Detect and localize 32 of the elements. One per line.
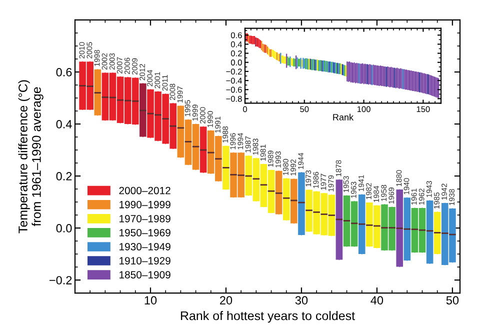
x-tick-label: 150 — [416, 106, 430, 112]
x-tick-label: 40 — [370, 296, 384, 304]
legend-label: 1850–1909 — [120, 271, 170, 278]
y-tick-label: 0.2 — [56, 172, 72, 180]
x-axis-title: Rank of hottest years to coldest — [180, 310, 355, 323]
x-tick-label: 50 — [446, 296, 459, 304]
y-tick-label: −0.2 — [50, 276, 72, 284]
x-axis-title: Rank — [333, 114, 354, 120]
y-tick-label: 0.6 — [56, 68, 72, 76]
legend-label: 1950–1969 — [120, 228, 170, 236]
legend-label: 2000–2012 — [119, 186, 170, 194]
x-tick-label: 50 — [300, 106, 309, 112]
x-tick-label: 20 — [220, 296, 232, 304]
y-tick-label: 0.6 — [230, 32, 242, 38]
y-axis-title: Temperature difference (°C) from 1961–1990 average — [18, 80, 44, 234]
y-tick-label: 0.4 — [56, 120, 72, 128]
x-tick-label: 100 — [357, 106, 370, 112]
y-tick-label: −0.4 — [226, 78, 242, 84]
y-tick-label: 0.0 — [230, 60, 242, 66]
legend-label: 1930–1949 — [120, 243, 170, 250]
x-tick-label: 0 — [243, 106, 247, 112]
y-tick-label: 0.2 — [230, 50, 242, 56]
x-tick-label: 10 — [144, 296, 157, 304]
y-tick-label: −0.6 — [226, 86, 242, 93]
legend-label: 1970–1989 — [120, 214, 170, 222]
legend-label: 1990–1999 — [120, 200, 170, 208]
legend-label: 1910–1929 — [120, 257, 170, 264]
y-tick-label: −0.2 — [226, 68, 242, 75]
y-tick-label: −0.8 — [226, 96, 242, 102]
y-tick-label: 0.0 — [56, 224, 72, 232]
y-tick-label: 0.4 — [230, 41, 242, 48]
x-tick-label: 30 — [295, 296, 308, 304]
